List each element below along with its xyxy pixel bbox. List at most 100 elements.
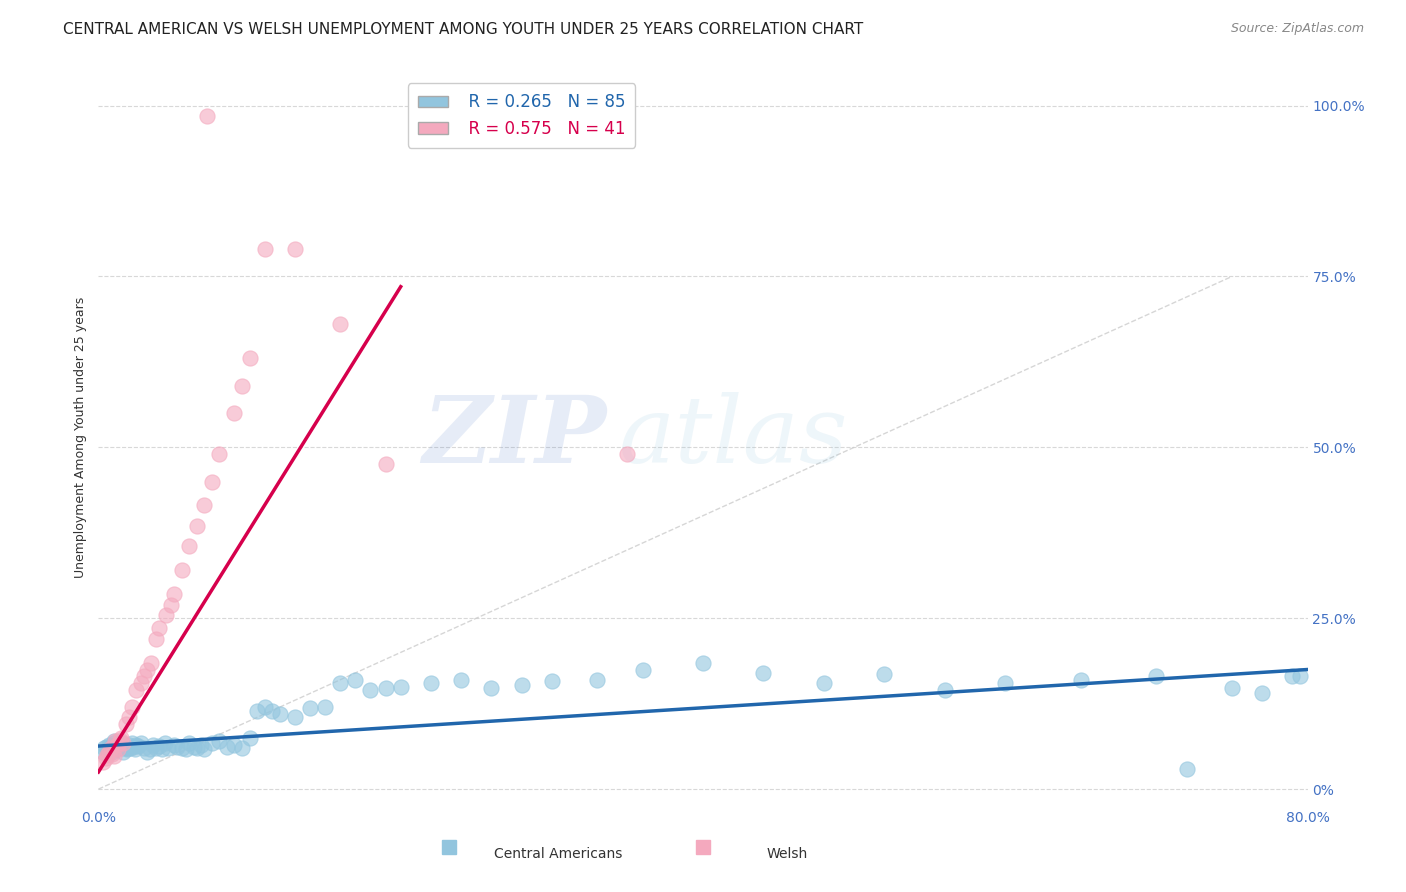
Point <box>107 739 129 754</box>
Point <box>215 739 238 754</box>
Point <box>170 741 193 756</box>
Point <box>160 598 183 612</box>
Point <box>179 540 201 554</box>
Point <box>201 475 224 489</box>
Point <box>153 736 176 750</box>
Point <box>314 700 336 714</box>
Point <box>179 736 201 750</box>
Point <box>224 406 246 420</box>
Point <box>111 736 134 750</box>
Point <box>174 742 197 756</box>
Point <box>374 458 396 472</box>
Point <box>253 242 276 256</box>
Point <box>253 700 276 714</box>
Point <box>170 563 193 577</box>
Point <box>190 738 212 752</box>
Point <box>420 676 443 690</box>
Point <box>122 739 145 754</box>
Text: atlas: atlas <box>619 392 848 482</box>
Point <box>91 755 114 769</box>
Point <box>163 587 186 601</box>
Point <box>481 681 503 695</box>
Point <box>105 738 128 752</box>
Point <box>93 741 115 756</box>
Y-axis label: Unemployment Among Youth under 25 years: Unemployment Among Youth under 25 years <box>75 296 87 578</box>
Point <box>1281 669 1303 683</box>
Text: Welsh: Welsh <box>768 847 808 861</box>
Point <box>121 700 143 714</box>
Point <box>91 745 114 759</box>
Point <box>103 739 125 753</box>
Point <box>155 607 177 622</box>
Point <box>692 656 714 670</box>
Legend:   R = 0.265   N = 85,   R = 0.575   N = 41: R = 0.265 N = 85, R = 0.575 N = 41 <box>408 83 636 148</box>
Point <box>104 741 127 756</box>
Point <box>132 741 155 756</box>
Point <box>389 680 412 694</box>
Point <box>586 673 609 687</box>
Point <box>145 741 167 756</box>
Point <box>107 742 129 756</box>
Point <box>360 683 382 698</box>
Point <box>1175 762 1198 776</box>
Point <box>110 741 132 756</box>
Point <box>108 738 131 752</box>
Point <box>813 676 835 690</box>
Point <box>284 710 307 724</box>
Point <box>1144 669 1167 683</box>
Point <box>344 673 367 687</box>
Point <box>262 704 284 718</box>
Point <box>94 739 117 754</box>
Text: Central Americans: Central Americans <box>494 847 621 861</box>
Point <box>150 742 173 756</box>
Point <box>118 710 141 724</box>
Point <box>934 683 956 698</box>
Point <box>101 745 124 759</box>
Point <box>124 742 146 756</box>
Point <box>193 742 215 756</box>
Point <box>135 745 157 759</box>
Point <box>103 734 125 748</box>
Point <box>208 734 231 748</box>
Point <box>540 674 562 689</box>
Point <box>752 665 775 680</box>
Point <box>231 379 253 393</box>
Point <box>1220 681 1243 695</box>
Point <box>104 734 127 748</box>
Point <box>156 741 179 756</box>
Point <box>132 669 155 683</box>
Point <box>1070 673 1092 687</box>
Point <box>186 519 208 533</box>
Point <box>114 741 136 756</box>
Point <box>329 676 352 690</box>
Point <box>115 742 138 756</box>
Point <box>284 242 307 256</box>
Point <box>166 739 188 754</box>
Point <box>98 738 121 752</box>
Point <box>616 447 638 461</box>
Point <box>118 738 141 752</box>
Point <box>148 739 170 753</box>
Point <box>110 731 132 745</box>
Point <box>127 739 149 753</box>
Point <box>110 736 132 750</box>
Point <box>873 667 896 681</box>
Point <box>100 742 122 756</box>
Point <box>510 678 533 692</box>
Point <box>139 742 162 756</box>
Point <box>121 736 143 750</box>
Point <box>224 738 246 752</box>
Point <box>1251 686 1274 700</box>
Point <box>129 736 152 750</box>
Point <box>148 622 170 636</box>
Point <box>299 701 322 715</box>
Point <box>231 741 253 756</box>
Point <box>135 663 157 677</box>
Point <box>201 736 224 750</box>
Point <box>208 447 231 461</box>
Point <box>114 717 136 731</box>
Point <box>103 749 125 764</box>
Point <box>108 732 131 747</box>
Text: Source: ZipAtlas.com: Source: ZipAtlas.com <box>1230 22 1364 36</box>
Point <box>96 742 118 756</box>
